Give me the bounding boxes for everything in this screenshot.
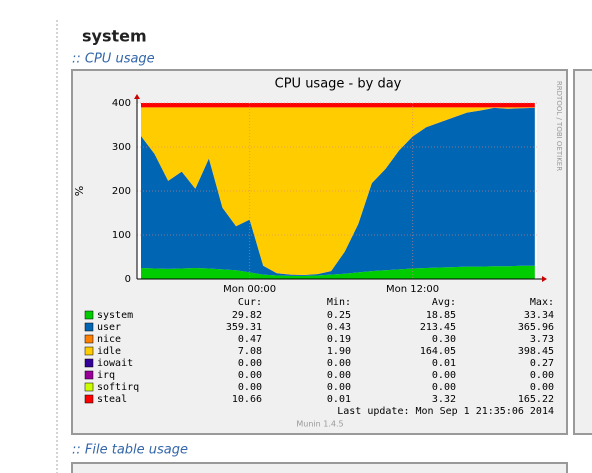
section-link[interactable]: :: File table usage bbox=[72, 443, 188, 458]
legend-label: idle bbox=[97, 346, 121, 357]
y-tick-label: 200 bbox=[112, 186, 131, 197]
chart-title: CPU usage - by day bbox=[275, 77, 402, 92]
legend-value: 0.01 bbox=[432, 358, 456, 369]
legend-value: 165.22 bbox=[518, 394, 554, 405]
y-tick-label: 100 bbox=[112, 230, 131, 241]
y-tick-label: 300 bbox=[112, 142, 131, 153]
legend-header: Cur: bbox=[238, 297, 262, 308]
x-tick-label: Mon 12:00 bbox=[386, 284, 439, 295]
legend-value: 10.66 bbox=[232, 394, 262, 405]
legend-value: 7.08 bbox=[238, 346, 262, 357]
legend-header: Min: bbox=[327, 297, 351, 308]
y-axis-label: % bbox=[73, 186, 86, 196]
legend-value: 0.00 bbox=[238, 382, 262, 393]
legend-value: 0.00 bbox=[238, 370, 262, 381]
legend-swatch bbox=[84, 358, 94, 368]
legend-value: 3.32 bbox=[432, 394, 456, 405]
legend-header: Max: bbox=[530, 297, 554, 308]
legend-value: 398.45 bbox=[518, 346, 554, 357]
legend-value: 0.01 bbox=[327, 394, 351, 405]
legend-value: 365.96 bbox=[518, 322, 554, 333]
axis-arrow bbox=[134, 94, 140, 99]
area bbox=[141, 103, 535, 108]
legend-value: 0.00 bbox=[327, 358, 351, 369]
legend-swatch bbox=[84, 370, 94, 380]
legend-swatch bbox=[84, 382, 94, 392]
legend-label: nice bbox=[97, 334, 121, 345]
legend-swatch bbox=[84, 346, 94, 356]
axis-arrow bbox=[542, 276, 547, 282]
section-link[interactable]: :: CPU usage bbox=[72, 52, 155, 67]
legend-value: 0.19 bbox=[327, 334, 351, 345]
legend-swatch bbox=[84, 334, 94, 344]
area bbox=[141, 265, 535, 279]
legend-value: 0.30 bbox=[432, 334, 456, 345]
heading: system bbox=[82, 27, 147, 46]
legend-value: 0.00 bbox=[238, 358, 262, 369]
legend-swatch bbox=[84, 310, 94, 320]
legend-label: user bbox=[97, 322, 121, 333]
legend-value: 3.73 bbox=[530, 334, 554, 345]
legend-value: 0.00 bbox=[327, 382, 351, 393]
y-tick-label: 400 bbox=[112, 98, 131, 109]
footer: Munin 1.4.5 bbox=[296, 420, 343, 429]
legend-value: 1.90 bbox=[327, 346, 351, 357]
last-update: Last update: Mon Sep 1 21:35:06 2014 bbox=[337, 406, 554, 417]
legend-value: 0.25 bbox=[327, 310, 351, 321]
legend-value: 33.34 bbox=[524, 310, 554, 321]
legend-label: system bbox=[97, 310, 133, 321]
legend-label: irq bbox=[97, 370, 115, 381]
legend-label: steal bbox=[97, 394, 127, 405]
legend-value: 0.00 bbox=[530, 370, 554, 381]
legend-value: 213.45 bbox=[420, 322, 456, 333]
legend-value: 0.00 bbox=[432, 370, 456, 381]
legend-value: 18.85 bbox=[426, 310, 456, 321]
area bbox=[141, 107, 535, 275]
legend-value: 0.43 bbox=[327, 322, 351, 333]
legend-header: Avg: bbox=[432, 297, 456, 308]
watermark: RRDTOOL / TOBI OETIKER bbox=[555, 81, 563, 171]
y-tick-label: 0 bbox=[125, 274, 131, 285]
legend-value: 0.00 bbox=[432, 382, 456, 393]
legend-label: softirq bbox=[97, 382, 139, 393]
graph-box-next bbox=[573, 69, 592, 435]
legend-value: 0.00 bbox=[327, 370, 351, 381]
graph-box-next bbox=[71, 462, 568, 473]
legend-value: 164.05 bbox=[420, 346, 456, 357]
x-tick-label: Mon 00:00 bbox=[223, 284, 276, 295]
legend-label: iowait bbox=[97, 358, 133, 369]
area bbox=[141, 107, 535, 276]
legend-value: 0.00 bbox=[530, 382, 554, 393]
legend-value: 29.82 bbox=[232, 310, 262, 321]
legend-value: 0.27 bbox=[530, 358, 554, 369]
legend-swatch bbox=[84, 394, 94, 404]
legend-swatch bbox=[84, 322, 94, 332]
legend-value: 0.47 bbox=[238, 334, 262, 345]
legend-value: 359.31 bbox=[226, 322, 262, 333]
